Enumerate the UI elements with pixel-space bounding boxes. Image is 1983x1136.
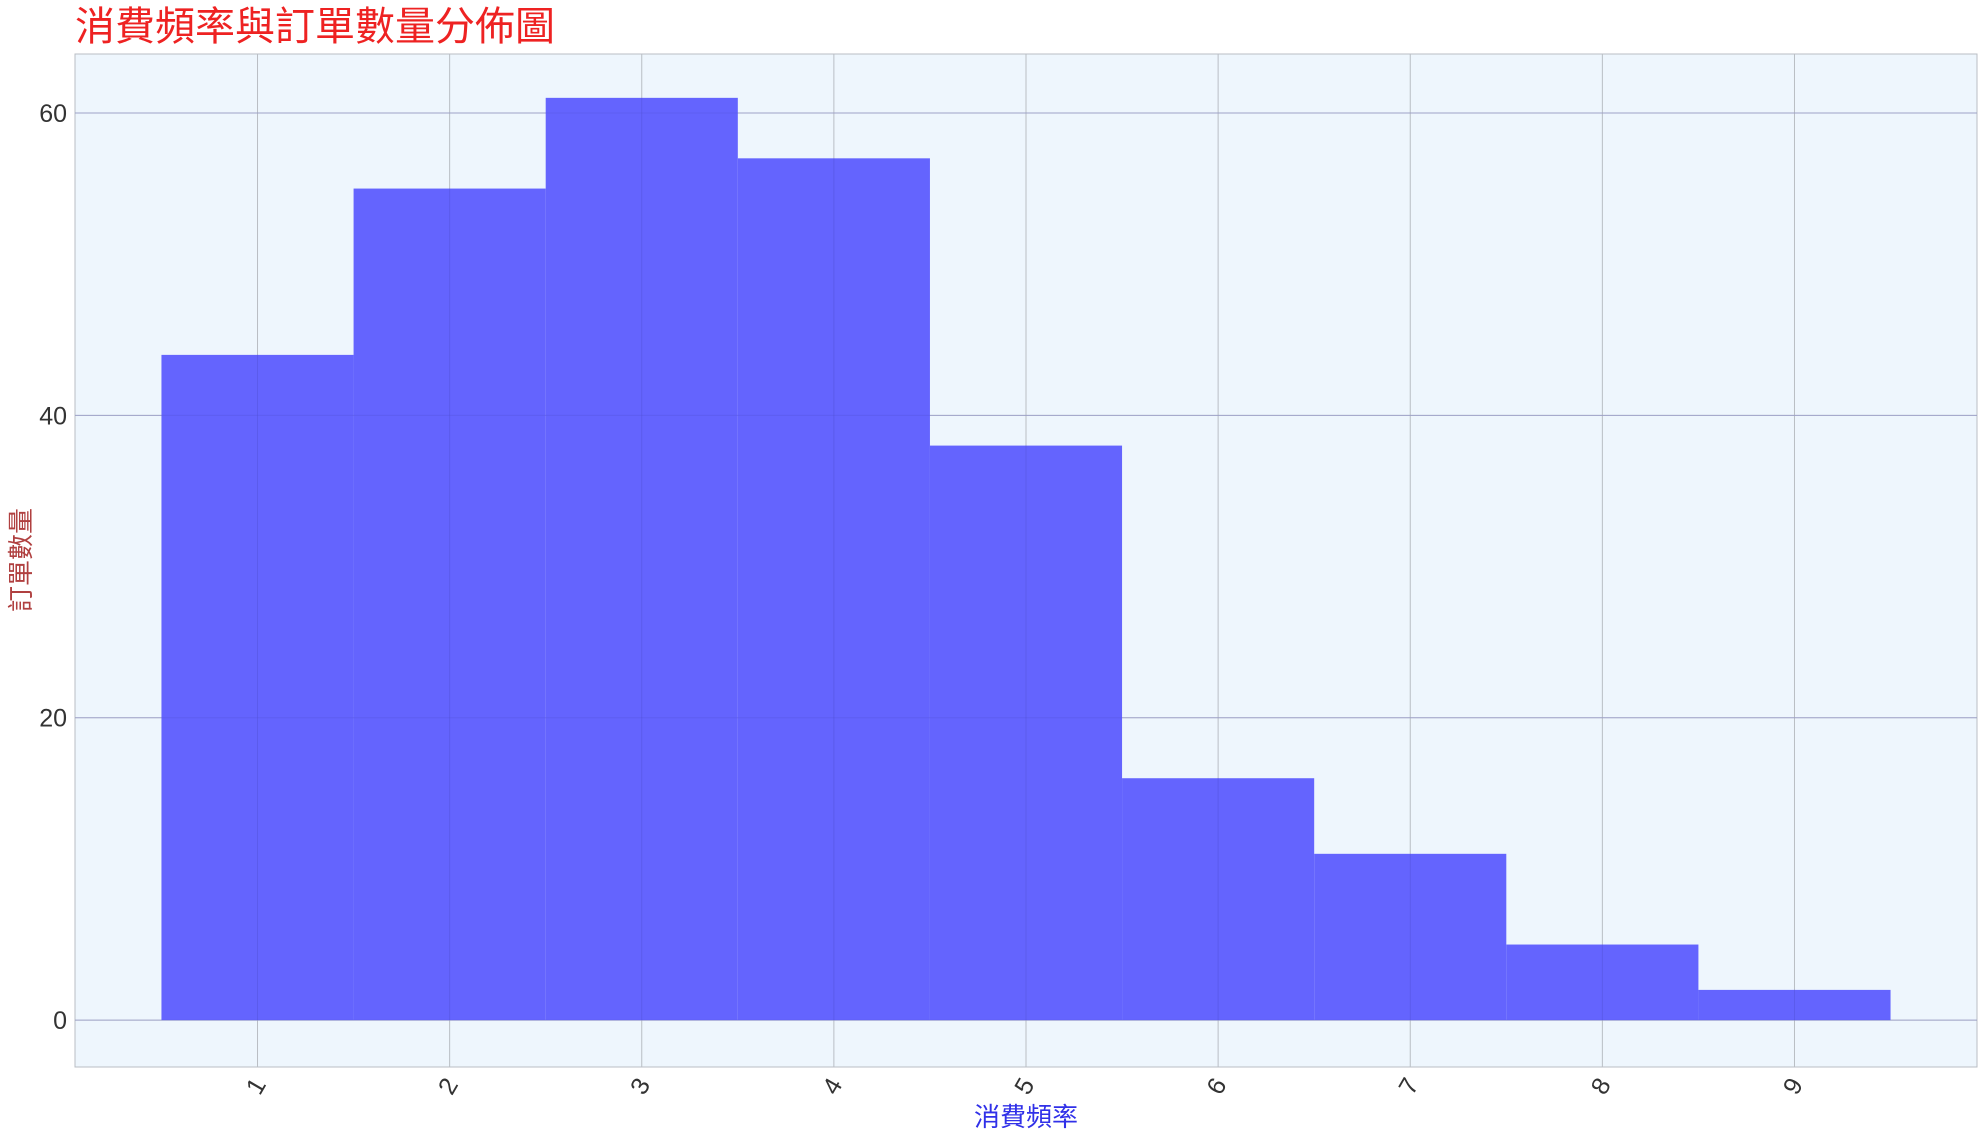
bar-7 — [1314, 853, 1507, 1021]
bar-8 — [1506, 944, 1699, 1021]
x-tick-label-6: 6 — [1201, 1073, 1232, 1099]
y-tick-label-60: 60 — [39, 100, 67, 128]
x-tick-label-7: 7 — [1393, 1073, 1424, 1099]
bars — [75, 97, 1977, 1021]
x-tick-label-5: 5 — [1009, 1073, 1040, 1099]
bar-5 — [929, 445, 1123, 1021]
x-tick-label-3: 3 — [625, 1073, 656, 1099]
x-tick-label-2: 2 — [433, 1073, 464, 1099]
y-axis-label: 訂單數量 — [7, 508, 37, 612]
x-axis-ticks: 1 2 3 4 5 6 7 8 9 — [241, 1073, 1809, 1099]
bar-6 — [1122, 778, 1315, 1021]
bar-1 — [161, 354, 354, 1021]
x-tick-label-8: 8 — [1586, 1073, 1617, 1099]
bar-4 — [737, 158, 930, 1021]
x-tick-label-9: 9 — [1778, 1073, 1809, 1099]
bar-9 — [1698, 989, 1891, 1021]
bar-3 — [545, 97, 738, 1021]
chart-title: 消費頻率與訂單數量分佈圖 — [75, 4, 555, 50]
bar-2 — [353, 188, 546, 1021]
y-axis-ticks: 0 20 40 60 — [39, 100, 67, 1035]
y-tick-label-40: 40 — [39, 402, 67, 430]
y-tick-label-0: 0 — [53, 1007, 67, 1035]
x-axis-label: 消費頻率 — [974, 1103, 1078, 1133]
x-tick-label-1: 1 — [241, 1073, 272, 1099]
x-tick-label-4: 4 — [817, 1073, 848, 1099]
y-tick-label-20: 20 — [39, 705, 67, 733]
